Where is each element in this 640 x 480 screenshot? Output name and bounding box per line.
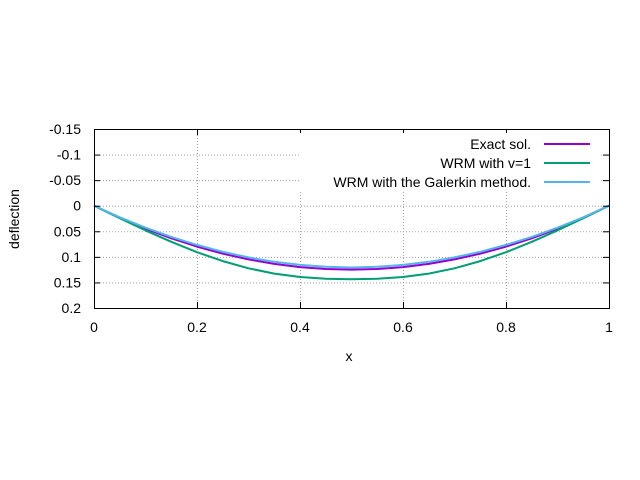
y-tick-label: 0 [73, 198, 81, 214]
axis-ticks: 0 0.2 0.4 0.6 0.8 1 -0.15 -0.1 -0.05 0 0.05 0.1 0.15… [49, 121, 613, 335]
series-lines [93, 204, 610, 281]
legend-label-2: WRM with v=1 [440, 155, 531, 171]
legend-label-3: WRM with the Galerkin method. [333, 174, 531, 190]
x-tick-label: 0.2 [187, 319, 207, 335]
x-tick-label: 0 [90, 319, 98, 335]
series-line-2 [93, 204, 610, 281]
y-tick-label: -0.1 [57, 147, 81, 163]
x-axis-label: x [346, 348, 353, 364]
x-tick-label: 0.4 [290, 319, 310, 335]
y-tick-label: 0.05 [54, 223, 81, 239]
x-tick-label: 0.8 [496, 319, 516, 335]
y-tick-label: -0.15 [49, 121, 81, 137]
series-line-3 [93, 204, 610, 269]
plot-frame [94, 129, 610, 309]
series-line-1 [93, 204, 610, 271]
y-tick-label: 0.1 [62, 249, 82, 265]
x-tick-label: 1 [605, 319, 613, 335]
y-tick-label: 0.15 [54, 274, 81, 290]
y-axis-label: deflection [6, 189, 22, 249]
legend-label-1: Exact sol. [470, 136, 531, 152]
y-tick-label: 0.2 [62, 300, 82, 316]
y-tick-label: -0.05 [49, 172, 81, 188]
x-tick-label: 0.6 [393, 319, 413, 335]
legend: Exact sol. WRM with v=1 WRM with the Galer… [300, 133, 600, 191]
